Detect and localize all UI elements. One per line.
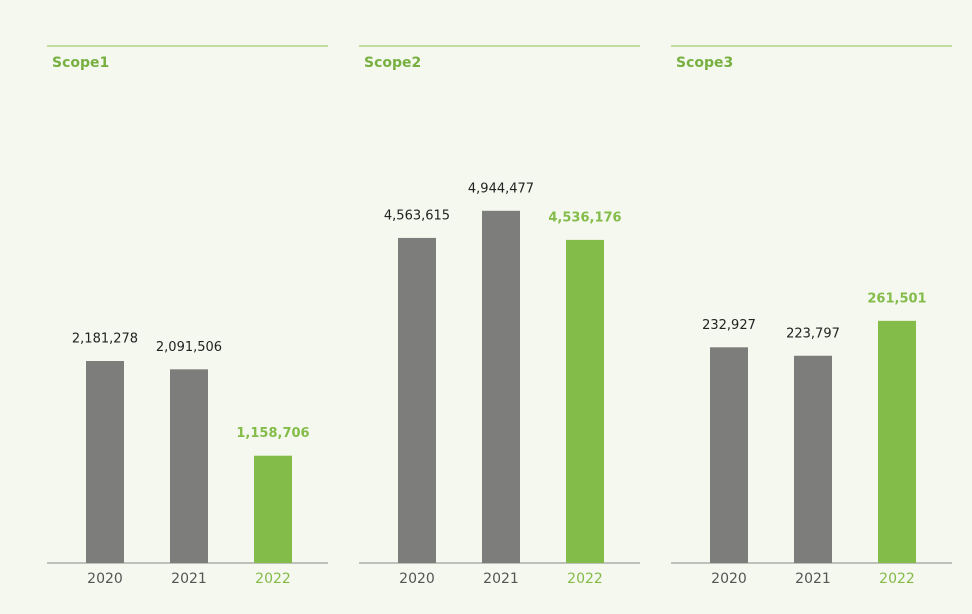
x-tick-label: 2020 (399, 571, 435, 587)
value-label: 1,158,706 (236, 426, 309, 441)
value-label: 2,181,278 (72, 332, 138, 347)
x-tick-label: 2020 (711, 571, 747, 587)
value-label: 4,944,477 (468, 181, 534, 196)
panel-title: Scope1 (52, 55, 109, 71)
panel-title: Scope3 (676, 55, 733, 71)
bar (482, 210, 520, 564)
bar (254, 455, 292, 563)
value-label: 232,927 (702, 318, 756, 333)
value-label: 2,091,506 (156, 340, 222, 355)
value-label: 4,536,176 (548, 210, 621, 225)
x-tick-label: 2022 (255, 571, 291, 587)
bar (710, 347, 748, 563)
value-label: 223,797 (786, 326, 840, 341)
bar (794, 355, 832, 563)
bar (170, 369, 208, 563)
x-tick-label: 2021 (795, 571, 831, 587)
bar (86, 361, 124, 563)
value-label: 261,501 (867, 291, 926, 306)
x-tick-label: 2020 (87, 571, 123, 587)
bar (398, 237, 436, 564)
x-tick-label: 2021 (483, 571, 519, 587)
bar (566, 239, 604, 563)
bar (878, 320, 916, 563)
x-tick-label: 2021 (171, 571, 207, 587)
value-label: 4,563,615 (384, 208, 450, 223)
x-tick-label: 2022 (567, 571, 603, 587)
x-tick-label: 2022 (879, 571, 915, 587)
panel-title: Scope2 (364, 55, 421, 71)
